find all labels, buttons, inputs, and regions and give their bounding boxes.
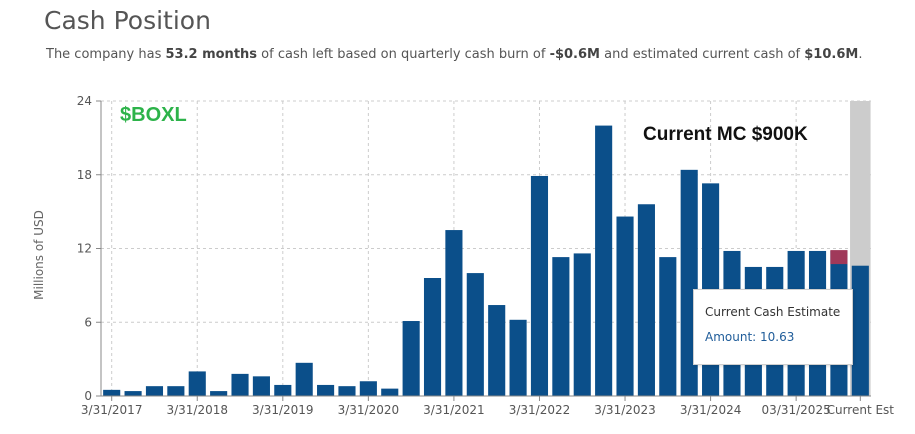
market-cap-label: Current MC $900K <box>643 124 808 145</box>
cash-bar[interactable] <box>423 278 442 396</box>
summary-text-4: . <box>858 47 863 62</box>
cash-bar[interactable] <box>616 216 634 396</box>
cash-bar[interactable] <box>188 371 206 396</box>
cash-bar[interactable] <box>445 230 463 396</box>
y-tick-label: 6 <box>84 315 92 329</box>
cash-bar[interactable] <box>552 257 570 396</box>
cash-bar[interactable] <box>530 175 549 396</box>
x-tick-label: 3/31/2023 <box>594 403 656 417</box>
cash-bar[interactable] <box>509 319 527 396</box>
axis-layer: 0 6 12 18 24 3/31/2017 3/31/2018 3/31/2019 3/31/… <box>77 94 895 417</box>
tooltip-title: Current Cash Estimate <box>705 305 841 319</box>
cash-bar[interactable] <box>338 386 356 396</box>
cash-bar[interactable] <box>595 125 613 396</box>
cash-bar[interactable] <box>402 321 420 396</box>
cash-bar[interactable] <box>145 386 164 396</box>
summary-text-3: and estimated current cash of <box>599 47 805 62</box>
cash-bar[interactable] <box>231 373 249 396</box>
x-tick-label: 03/31/2025 <box>762 403 831 417</box>
x-tick-label: 3/31/2017 <box>81 403 143 417</box>
cash-bar[interactable] <box>210 391 228 396</box>
cash-bar[interactable] <box>637 204 655 396</box>
cash-bar[interactable] <box>659 257 677 396</box>
cash-bar[interactable] <box>488 305 506 396</box>
cash-bar[interactable] <box>274 384 292 396</box>
x-tick-label: 3/31/2020 <box>338 403 400 417</box>
y-tick-label: 0 <box>84 389 92 403</box>
months-left: 53.2 months <box>165 47 258 62</box>
highlight-marker[interactable] <box>830 250 848 265</box>
ticker-label: $BOXL <box>120 104 187 126</box>
x-tick-label: 3/31/2019 <box>252 403 314 417</box>
x-tick-label: Current Est <box>827 403 895 417</box>
x-tick-label: 3/31/2021 <box>423 403 485 417</box>
cash-bar[interactable] <box>573 253 591 396</box>
cash-bar[interactable] <box>252 376 270 396</box>
cash-bar[interactable] <box>381 388 399 396</box>
y-tick-label: 24 <box>77 94 92 108</box>
cash-bar[interactable] <box>124 391 142 396</box>
summary-text-1: The company has <box>46 47 166 62</box>
current-cash: $10.6M <box>804 47 859 62</box>
summary-text-2: of cash left based on quarterly cash bur… <box>257 47 550 62</box>
cash-burn: -$0.6M <box>549 47 600 62</box>
cash-bar[interactable] <box>167 386 185 396</box>
y-axis-label: Millions of USD <box>32 210 46 300</box>
tooltip-amount: Amount: 10.63 <box>705 330 795 344</box>
cash-bar[interactable] <box>103 389 121 396</box>
cash-bar[interactable] <box>295 362 313 396</box>
x-tick-label: 3/31/2022 <box>509 403 571 417</box>
y-tick-label: 12 <box>77 242 92 256</box>
current-cash-tooltip: Current Cash Estimate Amount: 10.63 <box>693 289 853 365</box>
y-tick-label: 18 <box>77 168 92 182</box>
cash-bar[interactable] <box>359 381 377 396</box>
x-tick-label: 3/31/2024 <box>680 403 742 417</box>
cash-summary: The company has 53.2 months of cash left… <box>46 47 862 62</box>
x-tick-label: 3/31/2018 <box>166 403 228 417</box>
cash-bar[interactable] <box>466 273 484 396</box>
cash-bar[interactable] <box>317 384 335 396</box>
page-title: Cash Position <box>44 6 211 35</box>
cash-bar[interactable] <box>851 265 869 396</box>
